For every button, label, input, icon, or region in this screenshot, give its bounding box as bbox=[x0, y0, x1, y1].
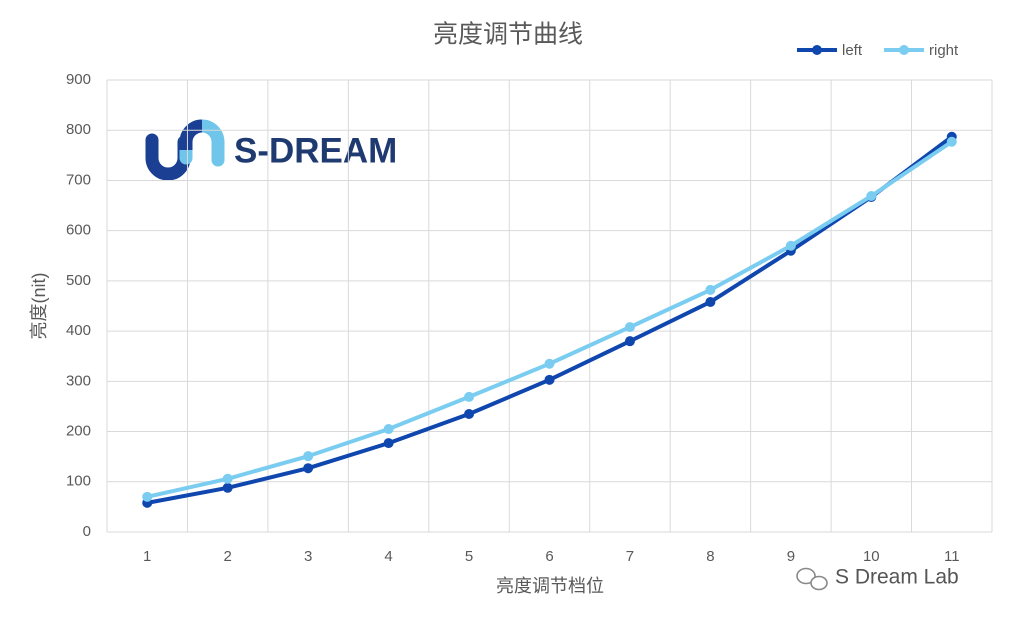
legend-label: right bbox=[929, 42, 959, 59]
x-tick-label: 1 bbox=[143, 548, 151, 565]
legend-marker bbox=[899, 45, 909, 55]
x-tick-label: 6 bbox=[545, 548, 553, 565]
x-tick-label: 3 bbox=[304, 548, 312, 565]
data-point bbox=[705, 284, 716, 295]
logo-mark bbox=[145, 133, 191, 181]
data-point bbox=[303, 463, 314, 474]
x-axis-label: 亮度调节档位 bbox=[496, 576, 604, 596]
legend-label: left bbox=[842, 42, 863, 59]
data-point bbox=[222, 482, 233, 493]
logo-mark bbox=[179, 119, 203, 150]
data-point bbox=[142, 491, 153, 502]
x-tick-label: 7 bbox=[626, 548, 634, 565]
y-axis-label: 亮度(nit) bbox=[29, 273, 49, 340]
data-point bbox=[544, 374, 555, 385]
y-tick-label: 0 bbox=[83, 523, 91, 540]
y-tick-label: 700 bbox=[66, 171, 91, 188]
x-tick-label: 5 bbox=[465, 548, 473, 565]
y-tick-label: 400 bbox=[66, 322, 91, 339]
data-point bbox=[946, 136, 957, 147]
x-tick-label: 10 bbox=[863, 548, 880, 565]
legend-marker bbox=[812, 45, 822, 55]
data-point bbox=[785, 240, 796, 251]
data-point bbox=[303, 451, 314, 462]
data-point bbox=[383, 438, 394, 449]
y-tick-label: 900 bbox=[66, 71, 91, 88]
logo-text: S-DREAM bbox=[234, 131, 397, 170]
data-point bbox=[464, 391, 475, 402]
data-point bbox=[222, 473, 233, 484]
data-point bbox=[866, 191, 877, 202]
data-point bbox=[383, 424, 394, 435]
grid bbox=[106, 79, 993, 533]
watermark: S Dream Lab bbox=[796, 566, 959, 591]
data-point bbox=[464, 408, 475, 419]
y-tick-label: 100 bbox=[66, 473, 91, 490]
x-tick-label: 11 bbox=[944, 548, 960, 565]
watermark-icon bbox=[796, 567, 816, 585]
x-tick-label: 9 bbox=[787, 548, 795, 565]
data-point bbox=[544, 358, 555, 369]
x-tick-label: 2 bbox=[224, 548, 232, 565]
y-tick-label: 800 bbox=[66, 121, 91, 138]
y-tick-label: 200 bbox=[66, 423, 91, 440]
data-point bbox=[624, 336, 635, 347]
y-tick-label: 600 bbox=[66, 222, 91, 239]
y-tick-label: 500 bbox=[66, 272, 91, 289]
x-tick-label: 8 bbox=[706, 548, 714, 565]
x-tick-label: 4 bbox=[384, 548, 392, 565]
y-tick-label: 300 bbox=[66, 372, 91, 389]
logo: S-DREAM bbox=[145, 119, 397, 181]
watermark-icon bbox=[810, 575, 828, 591]
watermark-text: S Dream Lab bbox=[835, 566, 959, 589]
data-point bbox=[624, 322, 635, 333]
data-point bbox=[705, 296, 716, 307]
chart-title: 亮度调节曲线 bbox=[433, 21, 583, 49]
